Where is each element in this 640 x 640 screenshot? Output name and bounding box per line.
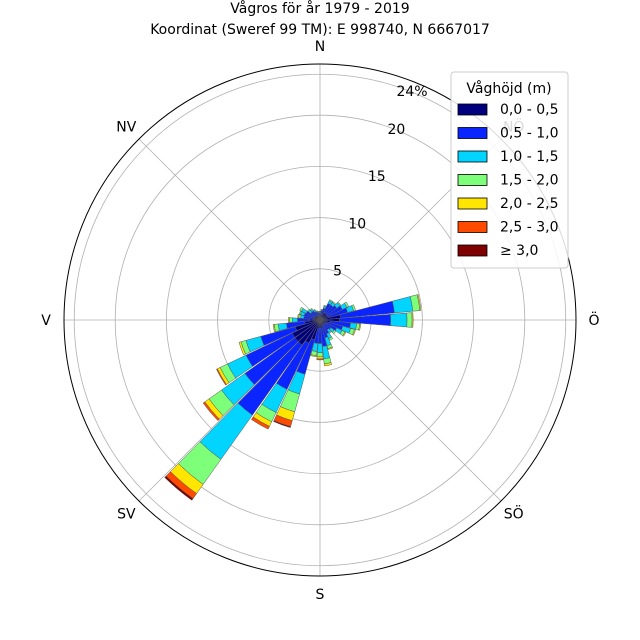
rose-bar-segment — [316, 358, 324, 361]
direction-label: NV — [116, 119, 136, 135]
legend: Våghöjd (m) 0,0 - 0,5 0,5 - 1,0 1,0 - 1,5 1… — [450, 71, 569, 269]
legend-swatch — [457, 103, 488, 116]
grid-spoke — [138, 319, 321, 502]
radial-tick-label: 10 — [348, 216, 366, 232]
rose-bar-segment — [309, 307, 313, 311]
legend-label: 2,0 - 2,5 — [500, 196, 558, 212]
rose-bar-segment — [298, 310, 302, 315]
rose-bar-segment — [392, 296, 414, 314]
legend-label: 1,5 - 2,0 — [500, 173, 558, 189]
rose-bar-segment — [416, 294, 422, 311]
chart-subtitle: Koordinat (Sweref 99 TM): E 998740, N 66… — [150, 22, 490, 38]
radial-tick-label: 20 — [387, 122, 405, 138]
rose-bar-segment — [164, 475, 194, 501]
rose-bar-segment — [406, 312, 413, 328]
rose-bar-segment — [251, 416, 270, 430]
rose-bar-segment — [288, 317, 290, 323]
rose-bar-segment — [316, 352, 324, 358]
radial-tick-label: 5 — [333, 264, 342, 280]
polar-grid — [63, 63, 577, 577]
legend-swatch — [457, 174, 488, 186]
rose-bar-segment — [320, 309, 324, 311]
legend-frame — [450, 71, 569, 269]
rose-bar-segment — [352, 329, 356, 336]
rose-bar-segment — [323, 362, 332, 367]
rose-bars — [164, 294, 422, 501]
rose-bar-segment — [332, 301, 337, 306]
rose-bar-segment — [289, 317, 293, 323]
radial-tick-label: 24% — [396, 84, 427, 100]
rose-bar-segment — [312, 309, 316, 312]
direction-label: V — [41, 313, 51, 329]
rose-bar-segment — [272, 324, 276, 333]
rose-bar-segment — [337, 301, 342, 307]
direction-label: SV — [117, 507, 136, 523]
direction-label: S — [316, 587, 325, 603]
rose-bar-segment — [327, 346, 334, 350]
rose-bar-segment — [292, 317, 298, 323]
rose-bar-segment — [351, 304, 356, 312]
direction-label: Ö — [588, 311, 599, 329]
rose-bar-segment — [273, 420, 291, 428]
legend-label: ≥ 3,0 — [500, 243, 538, 259]
direction-label: N — [315, 39, 325, 55]
rose-bar-segment — [317, 343, 323, 354]
radial-tick-label: 15 — [368, 169, 386, 185]
rose-bar-segment — [310, 354, 317, 357]
rose-bar-segment — [342, 331, 347, 337]
outer-circle — [63, 63, 577, 577]
rose-bar-segment — [297, 314, 300, 319]
legend-label: 0,5 - 1,0 — [500, 126, 558, 142]
legend-label: 0,0 - 0,5 — [500, 102, 558, 118]
rose-bar-segment — [358, 323, 362, 331]
rose-bar-segment — [319, 311, 321, 313]
legend-swatch — [457, 150, 488, 163]
rose-bar-segment — [332, 329, 337, 335]
legend-label: 1,0 - 1,5 — [500, 149, 558, 165]
legend-swatch — [457, 244, 488, 257]
rose-bar-segment — [238, 341, 246, 356]
rose-bar-segment — [328, 299, 334, 303]
chart-title: Vågros för år 1979 - 2019 — [230, 0, 409, 17]
legend-title: Våghöjd (m) — [466, 80, 551, 97]
grid-spoke — [319, 319, 502, 502]
rose-bar-segment — [216, 368, 227, 386]
radial-tick-labels: 5 10 15 20 24% — [333, 84, 427, 280]
rose-bar-segment — [344, 301, 350, 308]
rose-bar-segment — [411, 312, 414, 328]
rose-bar-segment — [316, 356, 324, 360]
rose-bar-segment — [315, 310, 318, 312]
rose-bar-segment — [202, 401, 220, 422]
direction-label: SÖ — [504, 505, 524, 523]
legend-label: 2,5 - 3,0 — [500, 220, 558, 236]
rose-bar-segment — [390, 312, 408, 328]
legend-swatch — [457, 127, 488, 139]
legend-swatch — [457, 221, 488, 233]
rose-bar-segment — [328, 336, 334, 341]
legend-swatch — [457, 197, 488, 210]
grid-spoke — [138, 138, 321, 321]
rose-bar-segment — [299, 306, 304, 312]
rose-bar-segment — [317, 311, 320, 313]
